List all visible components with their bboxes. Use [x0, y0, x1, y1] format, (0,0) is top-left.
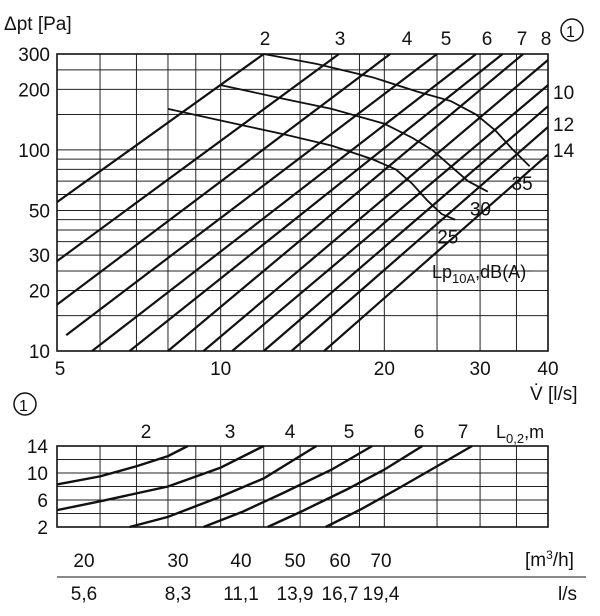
duct-line	[290, 126, 549, 352]
duct-label-top: 6	[482, 29, 493, 50]
flow-axis-label: V̇ [l/s]	[530, 384, 578, 405]
duct-label-top: 3	[335, 29, 346, 50]
length-curves	[56, 444, 473, 529]
noise-curve	[167, 108, 456, 221]
duct-label-top: 4	[402, 29, 413, 50]
length-y-tick-label: 6	[37, 491, 48, 512]
pressure-y-ticks: 10 20 30 50 100 200 300	[18, 45, 50, 363]
airflow-ls-unit: l/s	[558, 584, 577, 605]
length-curve-label: 7	[458, 422, 469, 443]
y-tick-label: 100	[18, 141, 50, 162]
y-tick-label: 20	[29, 281, 50, 302]
duct-label-top: 7	[517, 29, 528, 50]
pressure-plot-frame	[56, 53, 549, 352]
airflow-ls-ticks: 5,6 8,3 11,1 13,9 16,7 19,4	[71, 584, 400, 605]
length-curve	[203, 444, 373, 529]
length-curve-label: 3	[225, 422, 236, 443]
duct-label-top: 2	[260, 29, 271, 50]
ls-tick-label: 8,3	[165, 584, 191, 605]
m3h-tick-label: 20	[73, 551, 94, 572]
y-tick-label: 50	[29, 201, 50, 222]
duct-line	[56, 53, 391, 306]
length-curve	[129, 444, 318, 529]
length-curve-labels: 2 3 4 5 6 7	[141, 422, 469, 443]
length-legend-label: L0,2,m	[496, 422, 544, 446]
noise-curve-labels: 25 30 35	[437, 174, 533, 248]
m3h-tick-label: 70	[370, 551, 391, 572]
duct-label-top: 8	[541, 29, 552, 50]
m3h-tick-label: 30	[167, 551, 188, 572]
duct-line	[128, 53, 504, 352]
length-plot-frame	[56, 445, 549, 528]
x-tick-label: 30	[470, 359, 491, 380]
duct-label-right: 12	[553, 115, 574, 136]
noise-curve	[220, 84, 489, 193]
m3h-tick-label: 40	[230, 551, 251, 572]
duct-label-top: 5	[441, 29, 452, 50]
length-y-tick-label: 14	[27, 437, 49, 458]
duct-line	[323, 153, 549, 352]
marker-circle-bottom	[13, 392, 37, 416]
duct-line	[167, 53, 524, 352]
y-tick-label: 10	[29, 342, 50, 363]
duct-line	[91, 53, 477, 352]
duct-line	[202, 59, 549, 352]
duct-line	[65, 53, 438, 336]
airflow-m3h-ticks: 20 30 40 50 60 70	[73, 551, 391, 572]
ls-tick-label: 11,1	[223, 584, 259, 605]
ls-tick-label: 19,4	[363, 584, 400, 605]
m3h-tick-label: 50	[284, 551, 305, 572]
pressure-axis-label: Δpt [Pa]	[4, 14, 72, 35]
flow-x-ticks: 5 10 20 30 40	[55, 359, 559, 380]
length-curve	[56, 444, 265, 512]
x-tick-label: 5	[55, 359, 66, 380]
ls-tick-label: 5,6	[71, 584, 97, 605]
m3h-tick-label: 60	[329, 551, 350, 572]
y-tick-label: 300	[18, 45, 50, 66]
noise-curves	[167, 53, 531, 221]
noise-curve-label: 25	[437, 228, 458, 249]
length-curve	[56, 444, 189, 486]
length-curve	[325, 444, 473, 529]
noise-curve	[263, 53, 531, 167]
x-tick-label: 10	[210, 359, 231, 380]
ls-tick-label: 16,7	[322, 584, 359, 605]
length-curve-label: 2	[141, 422, 152, 443]
ls-tick-label: 13,9	[277, 584, 314, 605]
length-y-ticks: 2 6 10 14	[27, 437, 49, 539]
duct-label-right: 10	[553, 83, 574, 104]
noise-curve-label: 35	[512, 174, 533, 195]
length-grid	[56, 445, 549, 528]
x-tick-label: 40	[537, 359, 558, 380]
duct-line	[56, 53, 265, 204]
noise-legend-label: Lp10A,dB(A)	[432, 262, 526, 286]
duct-size-lines	[56, 53, 549, 352]
length-y-tick-label: 10	[27, 464, 48, 485]
length-y-tick-label: 2	[37, 518, 48, 539]
length-curve-label: 4	[285, 422, 296, 443]
duct-size-labels-right: 10 12 14	[553, 83, 575, 162]
y-tick-label: 30	[29, 246, 50, 267]
duct-line	[231, 84, 549, 352]
duct-line	[262, 105, 549, 352]
length-curve-label: 6	[414, 422, 425, 443]
length-curve-label: 5	[344, 422, 355, 443]
y-tick-label: 200	[18, 80, 50, 101]
marker-circle-top	[560, 18, 584, 42]
noise-curve-label: 30	[470, 200, 491, 221]
duct-label-right: 14	[553, 141, 575, 162]
marker-number-bottom: 1	[19, 398, 28, 415]
airflow-m3h-unit: [m3/h]	[525, 548, 574, 571]
marker-number-top: 1	[566, 24, 575, 41]
duct-line	[56, 53, 340, 262]
x-tick-label: 20	[374, 359, 395, 380]
length-curve	[267, 444, 424, 529]
